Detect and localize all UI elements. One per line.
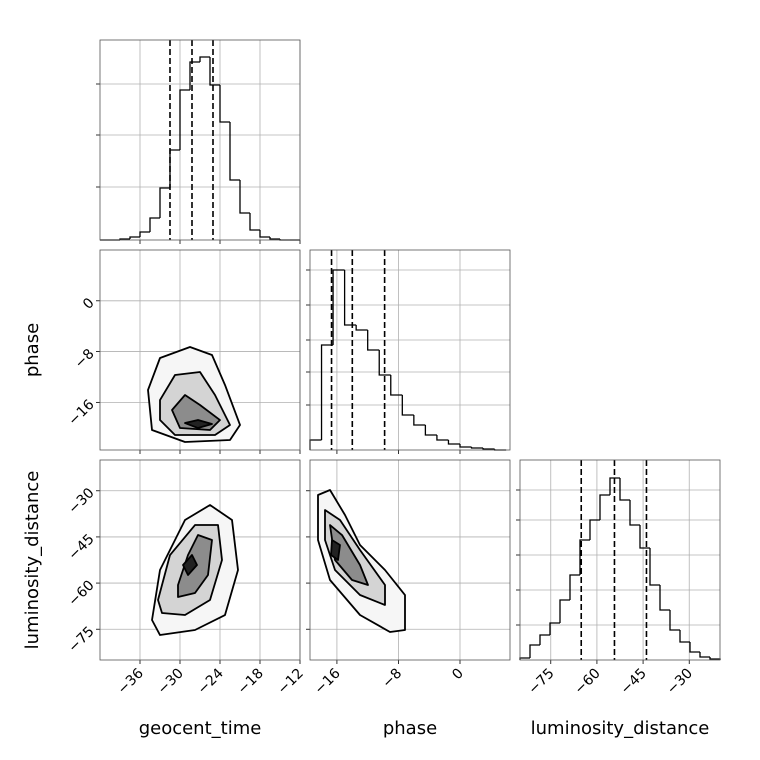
histogram-step [129,236,140,239]
histogram-step [459,444,472,448]
histogram-step [539,634,550,645]
histogram-step [269,237,280,240]
histogram-step [447,440,460,445]
x-tick-label: 0 [449,666,467,684]
histogram-step [424,425,437,436]
contour [330,539,341,561]
histogram-step [413,415,426,426]
histogram-step [189,61,200,90]
panel: −75 −60 −45 −30 luminosity_distance [516,459,721,739]
y-tick-label: −30 [65,485,97,517]
y-axis-label: luminosity_distance [22,471,43,650]
x-axis-label: luminosity_distance [531,718,710,739]
histogram-step [619,478,630,501]
y-tick-label: −8 [72,346,98,372]
panel-frame [309,459,511,661]
histogram-step [709,657,721,660]
histogram-step [579,539,590,575]
y-axis-label: phase [22,323,43,377]
x-tick-label: −60 [572,666,604,698]
histogram-step [343,270,357,326]
histogram-step [139,231,150,237]
histogram-step [219,85,230,123]
panel-frame [519,459,721,661]
x-axis-label: phase [383,718,437,739]
contour [182,554,198,576]
y-tick-label: −60 [65,577,97,609]
histogram-step [436,435,449,441]
x-tick-label: −75 [525,666,557,698]
panel: −16 −8 0 phase [306,459,511,739]
histogram-step [401,395,414,416]
histogram-step [679,630,690,643]
histogram-step [589,519,600,540]
histogram-step [649,548,660,586]
histogram-step [309,439,322,450]
x-tick-label: −24 [195,665,227,697]
histogram-step [149,217,160,232]
histogram-step [559,599,570,623]
histogram-step [549,622,560,635]
histogram-step [599,494,610,520]
histogram-step [659,585,670,611]
histogram-step [639,525,650,549]
panel: 0 −8 −16 phase [22,249,301,454]
panel: −36 −30 −24 −18 −12−30−45−60−75geocent_timel… [22,459,307,739]
histogram-step [390,375,403,396]
histogram-step [609,477,620,495]
histogram-step [699,652,710,658]
histogram-step [229,122,240,181]
histogram-step [199,56,210,62]
x-tick-label: −18 [235,666,267,698]
histogram-step [482,448,495,450]
histogram-step [689,642,700,653]
x-tick-label: −12 [275,666,307,698]
x-tick-label: −30 [664,666,696,698]
panel-frame [99,249,301,451]
histogram-step [569,574,580,600]
x-tick-label: −8 [379,666,405,692]
panel [96,39,301,244]
contour [329,524,369,586]
histogram-step [470,447,484,449]
panel-frame [99,459,301,661]
panel [306,249,511,454]
contour [171,394,221,431]
y-tick-label: −75 [65,624,97,656]
histogram-step [332,269,345,345]
histogram-step [239,180,250,214]
histogram-step [529,644,540,658]
histogram-step [159,187,170,218]
y-tick-label: 0 [80,295,98,313]
x-tick-label: −16 [312,665,344,697]
histogram-step [669,610,680,631]
y-tick-label: −16 [65,397,97,429]
panel-frame [309,249,511,451]
x-tick-label: −45 [618,666,650,698]
histogram-step [209,57,220,86]
histogram-step [169,149,180,188]
x-tick-label: −30 [155,666,187,698]
histogram-step [355,325,368,331]
histogram-step [320,344,334,440]
y-tick-label: −45 [65,531,97,563]
contour [184,419,213,429]
histogram-step [259,230,270,238]
histogram-step [629,500,640,526]
histogram-step [367,330,380,351]
histogram-step [378,350,391,376]
x-tick-label: −36 [115,665,147,697]
panel-frame [99,39,301,241]
x-axis-label: geocent_time [139,718,262,739]
histogram-step [179,89,190,150]
histogram-step [249,213,260,231]
